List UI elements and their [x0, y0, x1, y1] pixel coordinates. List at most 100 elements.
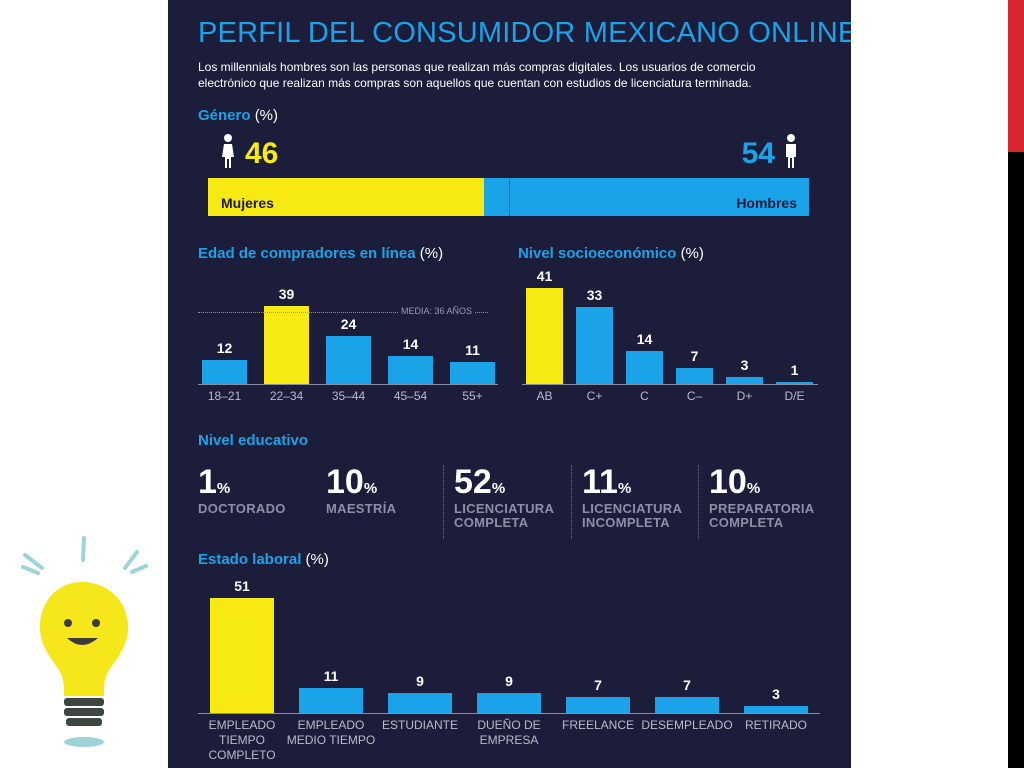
chart-bar [264, 306, 309, 384]
chart-bar [676, 368, 713, 384]
chart-category-line: D/E [784, 389, 805, 403]
chart-category-line: MEDIO TIEMPO [286, 733, 376, 747]
chart-category-line: C– [686, 389, 703, 403]
education-label: MAESTRÍA [326, 501, 397, 516]
education-value: 1% [198, 463, 231, 501]
nse-chart: 41 AB 33 C+ 14 C 7 C– 3 D+ 1 D/E [522, 264, 818, 410]
chart-category-label: EMPLEADO MEDIO TIEMPO [279, 718, 383, 748]
education-separator [443, 465, 444, 539]
chart-value-label: 11 [323, 668, 339, 684]
chart-category-line: 45–54 [393, 389, 428, 403]
chart-category-line: AB [536, 389, 553, 403]
woman-icon [222, 134, 234, 168]
page-subtitle: Los millennials hombres son las personas… [198, 60, 756, 90]
gender-unit: (%) [254, 107, 279, 124]
chart-category-line: RETIRADO [744, 718, 807, 732]
chart-value-label: 1 [790, 362, 799, 378]
chart-bar [576, 307, 613, 384]
education-separator [698, 465, 699, 539]
education-label: LICENCIATURA COMPLETA [454, 501, 555, 530]
age-chart: 12 18–21 39 22–34 24 35–44 14 45–54 11 55+ MEDIA: … [198, 280, 498, 410]
chart-category-line: DESEMPLEADO [641, 718, 733, 732]
chart-category-label: C [606, 389, 683, 404]
chart-category-label: C+ [556, 389, 633, 404]
chart-category-line: C+ [586, 389, 603, 403]
education-label: PREPARATORIA COMPLETA [709, 501, 815, 530]
chart-category-label: 45–54 [368, 389, 453, 404]
education-value: 11% [582, 463, 632, 501]
chart-axis-line [522, 384, 818, 385]
chart-bar [655, 697, 719, 713]
gender-hombres-value: 54 [741, 137, 775, 170]
education-value: 10% [326, 463, 378, 501]
chart-value-label: 33 [586, 287, 603, 303]
side-accent-black [1008, 152, 1024, 768]
man-icon [786, 134, 796, 168]
chart-category-line: ESTUDIANTE [381, 718, 458, 732]
chart-category-label: D/E [756, 389, 833, 404]
infographic-panel: PERFIL DEL CONSUMIDOR MEXICANO ONLINE Lo… [168, 0, 851, 768]
chart-bar [776, 382, 813, 384]
chart-category-line: 22–34 [269, 389, 304, 403]
nse-section-title: Nivel socioeconómico (%) [518, 245, 704, 262]
chart-axis-line [198, 384, 498, 385]
education-item: 10% MAESTRÍA [326, 463, 446, 516]
education-label: DOCTORADO [198, 501, 286, 516]
chart-value-label: 41 [536, 268, 553, 284]
age-section-title: Edad de compradores en línea (%) [198, 245, 443, 262]
chart-value-label: 7 [594, 677, 602, 693]
chart-bar [566, 697, 630, 713]
education-row: 1% DOCTORADO 10% MAESTRÍA 52% LICENCIATU… [198, 463, 828, 543]
lightbulb-icon [21, 536, 148, 747]
page-title: PERFIL DEL CONSUMIDOR MEXICANO ONLINE [198, 17, 851, 49]
chart-bar [450, 362, 495, 384]
gender-bar: Mujeres Hombres [208, 170, 809, 216]
chart-value-label: 3 [772, 686, 780, 702]
chart-category-label: RETIRADO [724, 718, 828, 733]
employment-section-title: Estado laboral (%) [198, 551, 329, 568]
chart-category-label: 18–21 [182, 389, 267, 404]
chart-category-label: FREELANCE [546, 718, 650, 733]
gender-bar-mujeres [208, 178, 484, 216]
nse-unit: (%) [680, 245, 704, 262]
chart-bar [326, 336, 371, 384]
chart-category-label: 22–34 [244, 389, 329, 404]
gender-section-title: Género (%) [198, 107, 278, 124]
chart-value-label: 7 [690, 348, 699, 364]
education-separator [571, 465, 572, 539]
gender-title-text: Género [198, 107, 251, 124]
chart-category-label: DESEMPLEADO [635, 718, 739, 733]
education-item: 11% LICENCIATURA INCOMPLETA [582, 463, 702, 530]
chart-value-label: 39 [278, 286, 295, 302]
chart-category-line: 35–44 [331, 389, 366, 403]
chart-value-label: 51 [234, 578, 250, 594]
chart-category-line: EMPRESA [479, 733, 539, 747]
age-unit: (%) [419, 245, 444, 262]
chart-category-line: DUEÑO DE [477, 718, 541, 732]
chart-bar [477, 693, 541, 713]
chart-category-label: 35–44 [306, 389, 391, 404]
chart-bar [626, 351, 663, 384]
chart-value-label: 12 [216, 340, 233, 356]
chart-category-line: EMPLEADO [297, 718, 365, 732]
age-title-text: Edad de compradores en línea [198, 245, 416, 262]
gender-mujeres-label: Mujeres [221, 195, 274, 211]
reference-line-label: MEDIA: 36 AÑOS [398, 306, 476, 316]
chart-category-label: D+ [706, 389, 783, 404]
chart-category-label: 55+ [430, 389, 515, 404]
chart-value-label: 24 [340, 316, 357, 332]
chart-bar [744, 706, 808, 713]
education-value: 10% [709, 463, 761, 501]
chart-category-label: ESTUDIANTE [368, 718, 472, 733]
chart-category-line: 55+ [462, 389, 483, 403]
chart-bar [299, 688, 363, 713]
chart-category-label: AB [506, 389, 583, 404]
chart-value-label: 9 [505, 673, 513, 689]
chart-category-label: C– [656, 389, 733, 404]
chart-category-label: DUEÑO DE EMPRESA [457, 718, 561, 748]
chart-value-label: 7 [683, 677, 691, 693]
chart-axis-line [198, 713, 820, 714]
side-accent-red [1008, 0, 1024, 152]
education-value: 52% [454, 463, 506, 501]
chart-category-line: 18–21 [207, 389, 242, 403]
